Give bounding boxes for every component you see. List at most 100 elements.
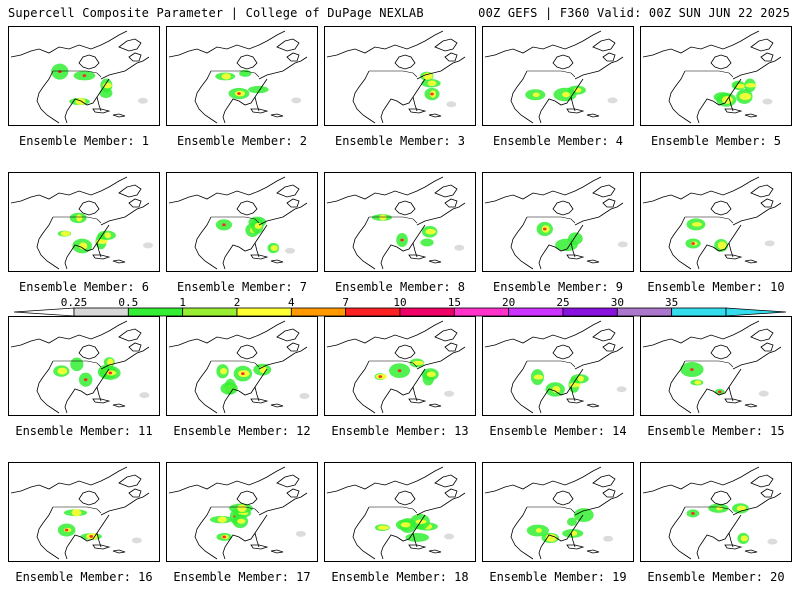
scp-contour [762,98,773,105]
member-label: Ensemble Member: 10 [647,280,785,294]
colorbar-segment [127,307,184,317]
member-label: Ensemble Member: 20 [647,570,785,584]
scp-contour [217,516,227,523]
map-title: Supercell Composite Parameter | College … [8,6,424,20]
scp-contour [241,372,245,375]
colorbar-segment [508,307,564,317]
scp-contour [400,238,404,242]
scp-contour [422,72,433,80]
scp-contour [237,504,247,513]
coastline [326,176,466,270]
scp-contour [717,241,727,250]
ensemble-member-map [324,462,476,562]
member-label: Ensemble Member: 15 [647,424,785,438]
member-label: Ensemble Member: 17 [173,570,311,584]
ensemble-member-map [166,462,318,562]
scp-contour [569,382,581,388]
scp-contour [104,232,112,239]
ensemble-member-map [166,26,318,126]
coastline [168,320,308,414]
country-border [211,216,260,224]
ensemble-member-map [482,462,634,562]
colorbar-tick-label: 0.5 [118,296,139,309]
colorbar-segment [73,307,129,317]
north-america-map [10,176,153,270]
member-label: Ensemble Member: 8 [334,280,466,294]
coastline [642,176,782,270]
scp-contour [736,505,747,512]
scp-contour [542,227,547,231]
scp-contour [221,73,231,80]
scp-contour [222,223,226,227]
north-america-map [484,320,627,414]
scp-contour [270,245,278,251]
north-america-map [168,176,308,270]
ensemble-member-map [640,316,792,416]
scp-contour [603,535,614,542]
scp-contour [717,390,722,394]
ensemble-member-map [166,316,318,416]
scp-contour [108,371,113,375]
scp-contour [83,378,88,382]
scp-contour [70,357,84,372]
colorbar-left-arrow [13,307,75,317]
colorbar-segment [671,307,727,317]
scp-contour [607,97,618,104]
ensemble-member-map [482,172,634,272]
colorbar-tick-label: 15 [447,296,461,309]
member-label: Ensemble Member: 1 [18,134,150,148]
scp-contour [573,87,582,93]
member-label: Ensemble Member: 14 [489,424,627,438]
colorbar-segment [562,307,618,317]
scp-contour [64,528,69,532]
scp-contour [745,83,757,88]
member-label: Ensemble Member: 2 [176,134,308,148]
ensemble-member-map [166,172,318,272]
scp-contour [379,214,387,221]
north-america-map [484,176,628,270]
member-label: Ensemble Member: 9 [492,280,624,294]
scp-contour [79,242,88,250]
scp-contour [616,386,627,393]
member-label: Ensemble Member: 18 [331,570,469,584]
country-border [685,70,734,78]
colorbar-tick-label: 0.25 [60,296,88,309]
color-scale-legend: 0.25 0.5 1 2 4 7 10 15 20 25 30 35 [13,296,787,326]
north-america-map [168,320,310,414]
scp-contour [411,360,424,366]
scp-contour [735,83,745,89]
country-border [527,216,576,224]
coastline [484,30,624,124]
north-america-map [326,30,466,124]
scp-contour [137,97,148,104]
north-america-map [168,30,308,124]
scp-contour [291,97,302,104]
scp-contour [740,535,748,542]
ensemble-member-map [324,172,476,272]
member-label: Ensemble Member: 16 [15,570,153,584]
scp-contour [764,240,775,247]
scp-contour [142,242,153,249]
scp-contour [573,508,594,522]
colorbar-tick-label: 10 [393,296,407,309]
scp-contour [691,222,703,227]
ensemble-member-map [8,462,160,562]
colorbar-segment [290,307,347,317]
scp-contour [131,537,142,544]
country-border [527,360,576,368]
member-label: Ensemble Member: 19 [489,570,627,584]
scp-contour [767,538,778,545]
country-border [685,216,734,224]
country-border [211,506,260,514]
scp-contour [220,367,228,375]
coastline [642,320,782,414]
coastline [10,466,150,560]
north-america-map [642,30,782,124]
scp-contour [82,74,87,78]
colorbar-segment [345,307,401,317]
scp-contour [89,535,94,538]
scp-contour [427,80,437,87]
scp-contour [758,390,769,397]
colorbar-tick-label: 4 [288,296,295,309]
color-scale-bar [13,307,787,317]
